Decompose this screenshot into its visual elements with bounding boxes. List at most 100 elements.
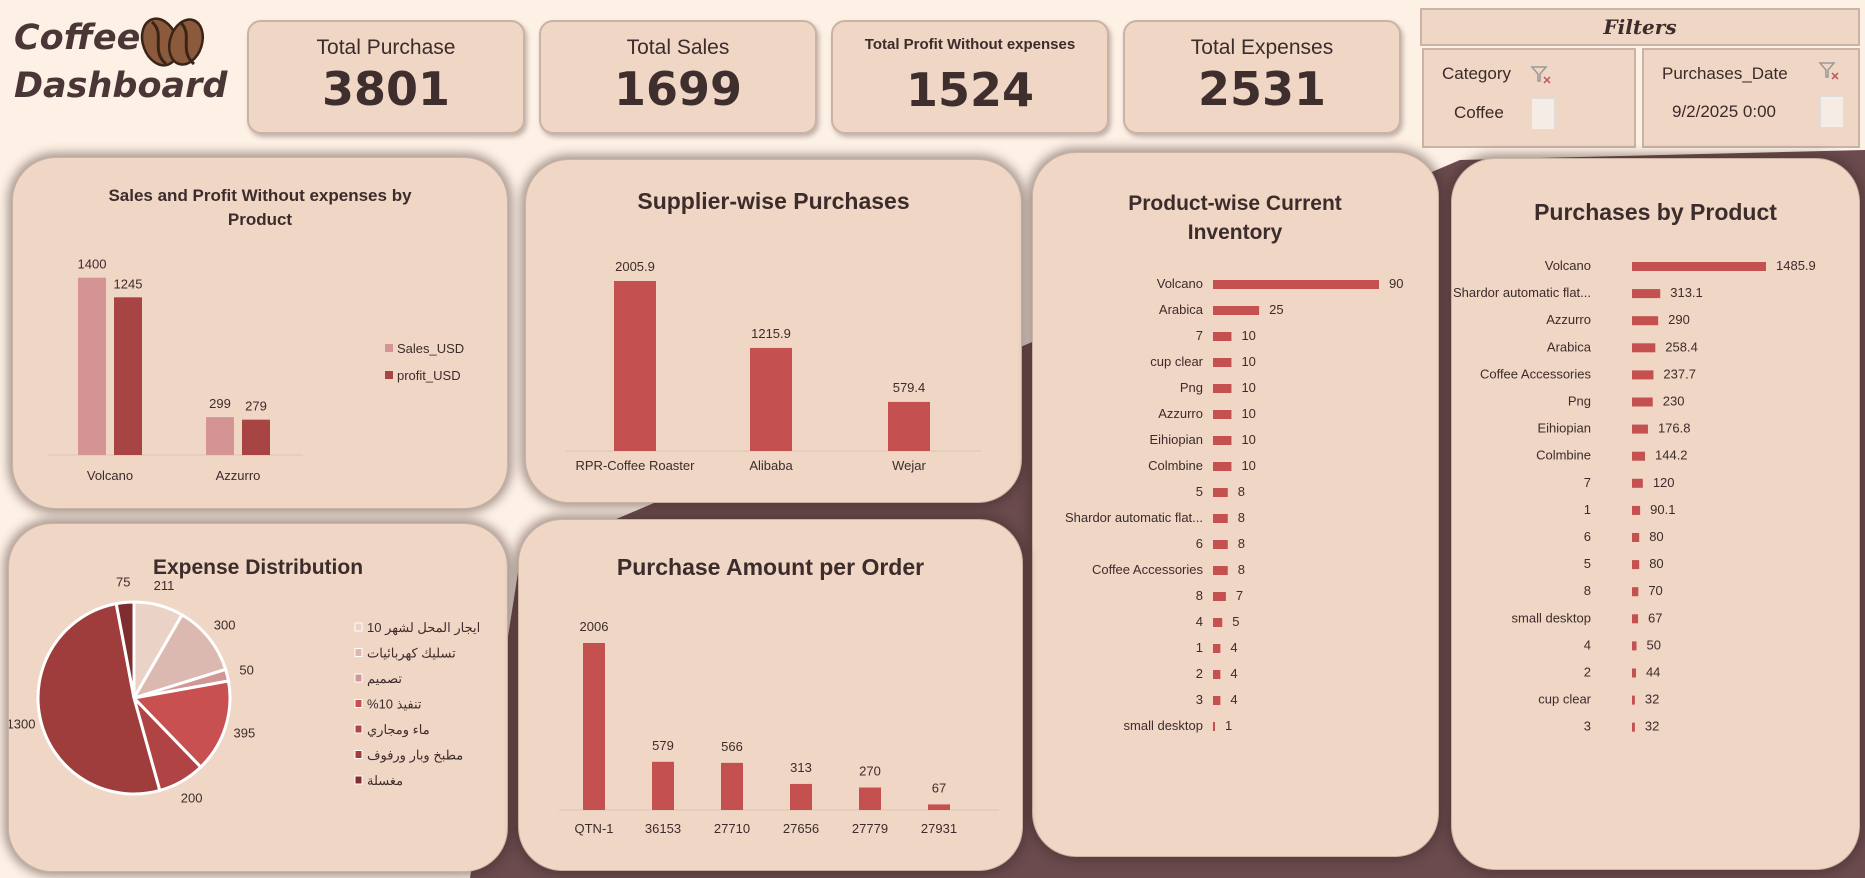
data-label: 566 bbox=[721, 739, 743, 754]
data-label: 395 bbox=[234, 726, 256, 741]
slicer-item-date[interactable]: 9/2/2025 0:00 bbox=[1672, 102, 1776, 121]
data-label: 1400 bbox=[78, 257, 107, 272]
kpi-label: Total Profit Without expenses bbox=[864, 36, 1076, 53]
data-label: 1 bbox=[1225, 718, 1232, 733]
data-label: 4 bbox=[1230, 640, 1237, 655]
data-label: 70 bbox=[1648, 583, 1662, 598]
category-label: 8 bbox=[1196, 588, 1203, 603]
bar-order-QTN-1 bbox=[583, 643, 605, 810]
legend-label: مطبخ وبار ورفوف bbox=[367, 748, 463, 764]
legend-label: ايجار المحل لشهر 10 bbox=[367, 620, 480, 636]
kpi-value: 3801 bbox=[321, 62, 451, 116]
bar-Shardor automatic flat... bbox=[1632, 289, 1661, 299]
bar-order-27710 bbox=[721, 762, 743, 810]
bar-Azzurro bbox=[1213, 410, 1232, 419]
kpi-label: Total Purchase bbox=[316, 36, 456, 59]
data-label: 1485.9 bbox=[1776, 258, 1816, 273]
bar-Volcano bbox=[1213, 280, 1379, 289]
title-line-1: Coffee bbox=[14, 18, 141, 58]
panel-sales-profit: Sales and Profit Without expenses by Pro… bbox=[12, 157, 508, 509]
coffee-beans-icon bbox=[140, 17, 205, 67]
bar-Colmbine bbox=[1213, 462, 1232, 471]
legend-label: تنفيذ 10% bbox=[367, 697, 422, 712]
kpi-label: Total Sales bbox=[626, 36, 730, 59]
sales-profit-chart: 1400 1245 Volcano 299 279 Azzurro Sales_USDpro… bbox=[48, 257, 464, 483]
data-label: 44 bbox=[1646, 665, 1660, 680]
pie-slice-3 bbox=[130, 679, 232, 770]
category-label: 7 bbox=[1584, 475, 1591, 490]
legend-swatch bbox=[354, 673, 363, 683]
category-label: cup clear bbox=[1150, 354, 1203, 369]
data-label: 1215.9 bbox=[751, 326, 791, 341]
category-label: Coffee Accessories bbox=[1092, 562, 1204, 577]
data-label: 10 bbox=[1241, 458, 1255, 473]
bar-5 bbox=[1213, 488, 1228, 497]
category-label: Volcano bbox=[1157, 276, 1203, 291]
bar-Png bbox=[1213, 384, 1232, 393]
data-label: 120 bbox=[1653, 475, 1675, 490]
bar-Sales_USD-Azzurro bbox=[206, 417, 234, 455]
kpi-label: Total Expenses bbox=[1190, 36, 1334, 59]
slicer-header: Purchases_Date bbox=[1662, 64, 1788, 83]
data-label: 300 bbox=[214, 618, 236, 633]
panel-purchases-product: Purchases by Product Volcano 1485.9 Shardo… bbox=[1451, 158, 1860, 870]
legend-swatch bbox=[354, 724, 363, 734]
legend-label: ماء ومجاري bbox=[367, 722, 430, 738]
data-label: 144.2 bbox=[1655, 448, 1688, 463]
bar-RPR-Coffee Roaster bbox=[614, 281, 656, 451]
category-label: cup clear bbox=[1538, 692, 1591, 707]
category-slicer[interactable]: Category Coffee bbox=[1422, 48, 1636, 148]
slicer-item-coffee[interactable]: Coffee bbox=[1454, 103, 1504, 122]
category-label: 7 bbox=[1196, 328, 1203, 343]
data-label: 75 bbox=[116, 575, 130, 590]
tick-label: QTN-1 bbox=[575, 821, 614, 836]
kpi-value: 1524 bbox=[905, 63, 1035, 117]
category-label: 2 bbox=[1196, 666, 1203, 681]
bar-Coffee Accessories bbox=[1213, 566, 1228, 575]
clear-filter-icon[interactable] bbox=[1530, 64, 1552, 86]
data-label: 7 bbox=[1236, 588, 1243, 603]
data-label: 290 bbox=[1668, 312, 1690, 327]
category-label: Png bbox=[1180, 380, 1203, 395]
dashboard-title: Coffee Dashboard bbox=[14, 14, 227, 110]
date-slicer[interactable]: Purchases_Date 9/2/2025 0:00 bbox=[1642, 48, 1860, 148]
tick-label: Alibaba bbox=[749, 458, 793, 473]
legend-swatch bbox=[354, 775, 363, 785]
panel-order: Purchase Amount per Order 2006 QTN-1 579 36… bbox=[518, 519, 1023, 871]
data-label: 1300 bbox=[9, 716, 35, 731]
data-label: 10 bbox=[1241, 406, 1255, 421]
bar-order-27931 bbox=[928, 804, 950, 810]
slicer-scroll-box[interactable] bbox=[1820, 96, 1844, 128]
data-label: 176.8 bbox=[1658, 421, 1691, 436]
bar-Arabica bbox=[1213, 306, 1260, 315]
bar-Eihiopian bbox=[1632, 424, 1648, 434]
data-label: 279 bbox=[245, 399, 267, 414]
kpi-total-sales: Total Sales 1699 bbox=[539, 20, 817, 134]
data-label: 270 bbox=[859, 764, 881, 779]
bar-Azzurro bbox=[1632, 316, 1659, 326]
category-label: Png bbox=[1568, 394, 1591, 409]
category-label: 1 bbox=[1584, 502, 1591, 517]
slicer-scroll-box[interactable] bbox=[1531, 98, 1555, 130]
category-label: Volcano bbox=[1545, 258, 1591, 273]
data-label: 67 bbox=[1648, 610, 1662, 625]
bar-8 bbox=[1632, 587, 1639, 597]
bar-6 bbox=[1213, 540, 1228, 549]
kpi-total-purchase: Total Purchase 3801 bbox=[247, 20, 525, 134]
slicer-header: Category bbox=[1442, 64, 1511, 83]
clear-filter-icon[interactable] bbox=[1818, 60, 1840, 82]
panel-supplier: Supplier-wise Purchases 2005.9 RPR-Coffee… bbox=[525, 159, 1022, 503]
order-chart: 2006 QTN-1 579 36153 566 27710 313 27656 270 2777… bbox=[559, 619, 999, 836]
bar-Colmbine bbox=[1632, 451, 1646, 461]
category-label: Eihiopian bbox=[1538, 421, 1592, 436]
bar-4 bbox=[1632, 641, 1637, 651]
data-label: 50 bbox=[1647, 637, 1661, 652]
category-label: Eihiopian bbox=[1150, 432, 1204, 447]
tick-label: 36153 bbox=[645, 821, 681, 836]
category-label: 5 bbox=[1196, 484, 1203, 499]
legend-swatch bbox=[354, 648, 363, 657]
data-label: 25 bbox=[1269, 302, 1283, 317]
bar-6 bbox=[1632, 533, 1640, 542]
data-label: 211 bbox=[154, 578, 175, 593]
